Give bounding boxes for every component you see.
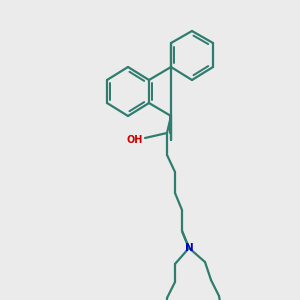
- Text: OH: OH: [127, 135, 143, 145]
- Text: N: N: [184, 243, 194, 253]
